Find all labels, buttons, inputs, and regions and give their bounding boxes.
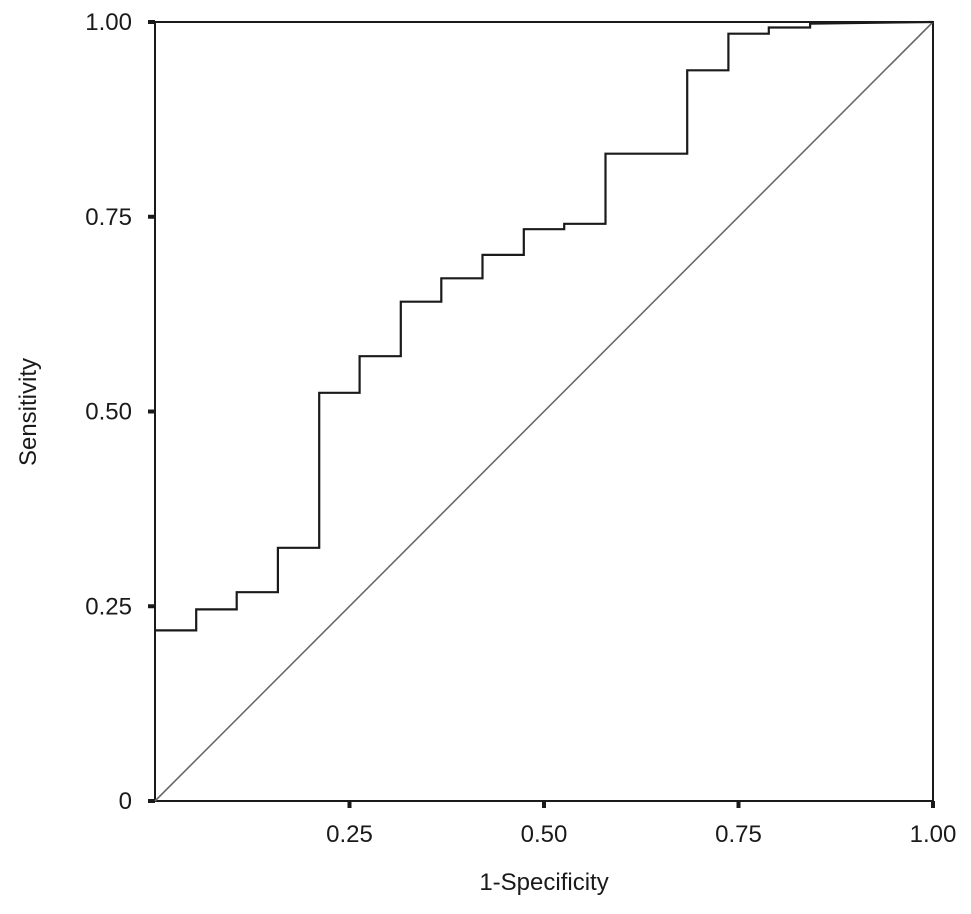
x-tick-label: 1.00 (910, 821, 957, 848)
x-tick-label: 0.25 (326, 821, 373, 848)
reference-diagonal-line (154, 21, 934, 802)
x-tick-label: 0.50 (521, 821, 568, 848)
y-tick-label: 1.00 (85, 9, 132, 36)
y-tick-label: 0.75 (85, 204, 132, 231)
x-tick-label: 0.75 (715, 821, 762, 848)
roc-curve-line (155, 20, 934, 632)
y-axis-ticks: 0 0.25 0.50 0.75 1.00 (85, 9, 155, 815)
y-axis-title: Sensitivity (15, 358, 42, 466)
x-axis-title: 1-Specificity (479, 869, 608, 896)
y-tick-label: 0.50 (85, 399, 132, 426)
y-tick-label: 0.25 (85, 593, 132, 620)
x-axis-ticks: 0.25 0.50 0.75 1.00 (326, 801, 956, 848)
y-tick-label: 0 (119, 788, 132, 815)
